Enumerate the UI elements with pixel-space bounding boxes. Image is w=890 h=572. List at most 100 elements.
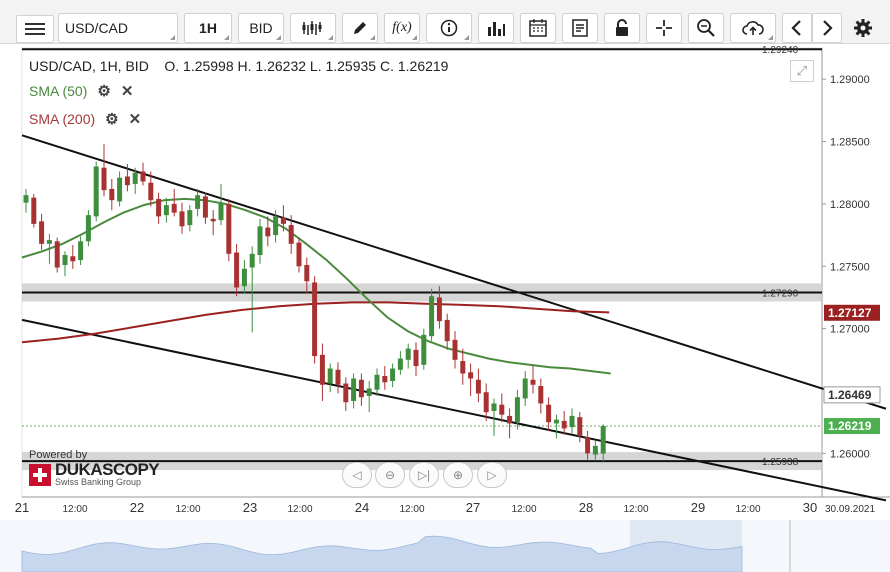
nav-forward-button[interactable]: ▷ bbox=[477, 462, 507, 488]
time-tick-label: 12:00 bbox=[511, 504, 536, 515]
nav-zoom-out-button[interactable]: ⊖ bbox=[375, 462, 405, 488]
price-tag-label: 1.26219 bbox=[828, 419, 872, 433]
horizontal-levels: 1.29240 1.27290 1.25938 bbox=[22, 45, 822, 471]
candle-body bbox=[382, 376, 388, 383]
candle-body bbox=[85, 215, 91, 242]
volume-button[interactable] bbox=[478, 13, 514, 43]
price-tag-label: 1.27127 bbox=[828, 306, 872, 320]
candle-body bbox=[538, 385, 544, 404]
candle-body bbox=[436, 297, 442, 322]
zoom-out-icon: ⊖ bbox=[384, 468, 396, 482]
indicators-button[interactable]: f(x) bbox=[384, 13, 420, 43]
candle-body bbox=[335, 369, 341, 385]
settings-button[interactable] bbox=[848, 13, 878, 43]
sma50-settings-gear-icon[interactable]: ⚙ bbox=[97, 83, 111, 100]
time-tick-label: 28 bbox=[579, 500, 593, 515]
price-side-select[interactable]: BID bbox=[238, 13, 284, 43]
arrow-right-icon bbox=[823, 20, 833, 36]
brand-name: DUKASCOPY bbox=[55, 460, 160, 479]
time-tick-label: 23 bbox=[243, 500, 257, 515]
calendar-button[interactable] bbox=[520, 13, 556, 43]
candle-body bbox=[530, 379, 536, 385]
nav-reset-button[interactable]: ▷| bbox=[409, 462, 439, 488]
time-tick-label: 12:00 bbox=[399, 504, 424, 515]
zoom-button[interactable] bbox=[688, 13, 724, 43]
time-tick-label: 30.09.2021 bbox=[825, 504, 875, 515]
sma200-remove-close-icon[interactable]: ✕ bbox=[128, 111, 142, 128]
channel-line bbox=[21, 134, 887, 410]
scroll-left-button[interactable] bbox=[782, 13, 812, 43]
time-tick-label: 27 bbox=[466, 500, 480, 515]
candle-body bbox=[444, 319, 450, 342]
sma200-legend: SMA (200) ⚙ ✕ bbox=[29, 110, 141, 128]
lock-button[interactable] bbox=[604, 13, 640, 43]
time-tick-label: 24 bbox=[355, 500, 369, 515]
lock-icon bbox=[616, 19, 628, 36]
arrow-left-icon bbox=[791, 20, 801, 36]
candle-body bbox=[210, 218, 216, 222]
candle-body bbox=[460, 361, 466, 374]
candlestick-series bbox=[23, 144, 606, 462]
powered-by-label: Powered by bbox=[29, 449, 88, 461]
price-tag bbox=[823, 386, 881, 404]
candle-body bbox=[343, 383, 349, 403]
chart-grid bbox=[21, 47, 890, 498]
candle-body bbox=[31, 197, 37, 224]
price-tag bbox=[824, 304, 880, 321]
time-tick-label: 12:00 bbox=[62, 504, 87, 515]
candle-body bbox=[280, 217, 286, 224]
export-button[interactable] bbox=[730, 13, 776, 43]
ohlc-legend: USD/CAD, 1H, BID O. 1.25998 H. 1.26232 L… bbox=[29, 58, 449, 74]
candle-body bbox=[312, 282, 318, 357]
candle-body bbox=[553, 419, 559, 424]
candle-body bbox=[124, 176, 130, 186]
time-tick-label: 12:00 bbox=[623, 504, 648, 515]
crosshair-button[interactable] bbox=[646, 13, 682, 43]
scroll-right-button[interactable] bbox=[812, 13, 842, 43]
price-tick-label: 1.26000 bbox=[830, 448, 870, 460]
gear-icon bbox=[854, 19, 872, 37]
candle-body bbox=[234, 252, 240, 288]
chart-type-button[interactable] bbox=[290, 13, 336, 43]
candle-body bbox=[187, 210, 193, 226]
candle-body bbox=[600, 426, 606, 454]
calendar-icon bbox=[529, 19, 547, 37]
expand-icon[interactable]: ⤢ bbox=[790, 60, 814, 82]
candle-body bbox=[179, 211, 185, 227]
candle-body bbox=[241, 268, 247, 287]
time-tick-label: 29 bbox=[691, 500, 705, 515]
sma200-settings-gear-icon[interactable]: ⚙ bbox=[105, 111, 119, 128]
candle-body bbox=[156, 198, 162, 217]
info-button[interactable] bbox=[426, 13, 472, 43]
dukascopy-logo: DUKASCOPY Swiss Banking Group bbox=[29, 460, 160, 487]
candle-body bbox=[468, 372, 474, 379]
candle-body bbox=[483, 392, 489, 413]
candle-body bbox=[46, 240, 52, 244]
candle-body bbox=[70, 256, 76, 262]
candle-body bbox=[429, 296, 435, 337]
nav-back-button[interactable]: ◁ bbox=[342, 462, 372, 488]
reset-view-icon: ▷| bbox=[417, 468, 431, 482]
timeframe-select[interactable]: 1H bbox=[184, 13, 232, 43]
menu-button[interactable] bbox=[16, 15, 54, 43]
candle-body bbox=[109, 188, 115, 201]
price-tag-label: 1.26469 bbox=[828, 388, 872, 402]
candle-body bbox=[319, 354, 325, 385]
drawing-tools-button[interactable] bbox=[342, 13, 378, 43]
info-icon bbox=[440, 19, 458, 37]
bar-chart-icon bbox=[488, 22, 505, 36]
candle-body bbox=[585, 437, 591, 454]
navigator-area-series bbox=[21, 535, 743, 572]
sma50-remove-close-icon[interactable]: ✕ bbox=[120, 83, 134, 100]
document-icon bbox=[572, 19, 588, 37]
nav-zoom-in-button[interactable]: ⊕ bbox=[443, 462, 473, 488]
level-band bbox=[22, 283, 822, 302]
pencil-icon bbox=[354, 22, 366, 34]
instrument-select[interactable]: USD/CAD bbox=[58, 13, 178, 43]
price-tick-label: 1.27000 bbox=[830, 324, 870, 336]
candlestick-icon bbox=[302, 21, 322, 35]
candle-body bbox=[327, 368, 333, 384]
candle-body bbox=[514, 397, 520, 423]
price-tag bbox=[824, 418, 880, 435]
report-button[interactable] bbox=[562, 13, 598, 43]
